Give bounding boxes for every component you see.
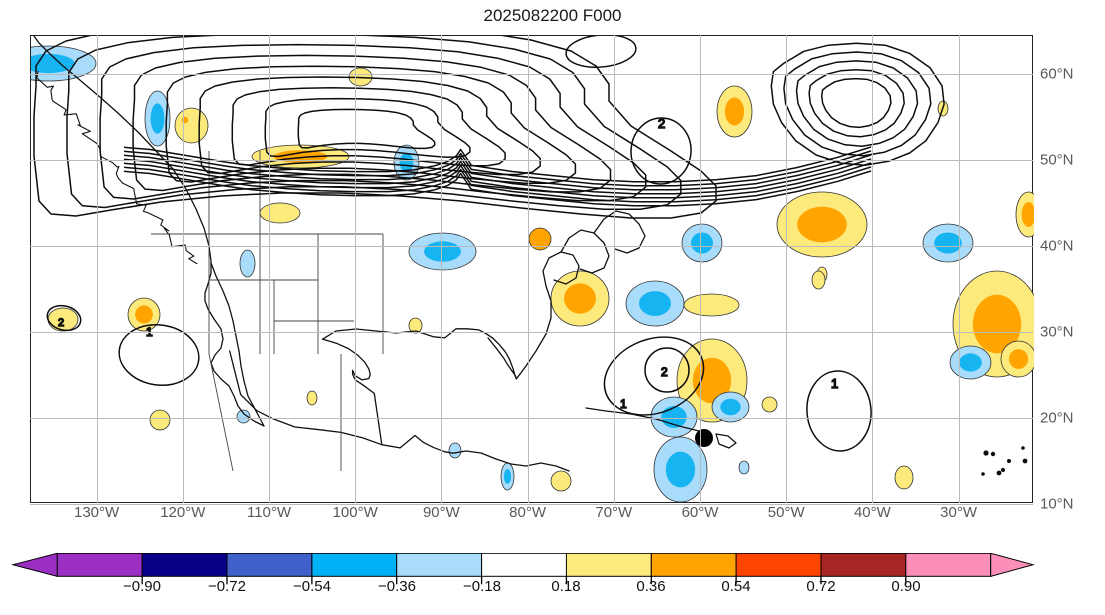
svg-text:1: 1 <box>620 397 627 411</box>
svg-text:2: 2 <box>658 116 665 131</box>
svg-text:1: 1 <box>831 376 838 391</box>
svg-text:2: 2 <box>661 365 668 379</box>
svg-text:2: 2 <box>58 317 64 329</box>
